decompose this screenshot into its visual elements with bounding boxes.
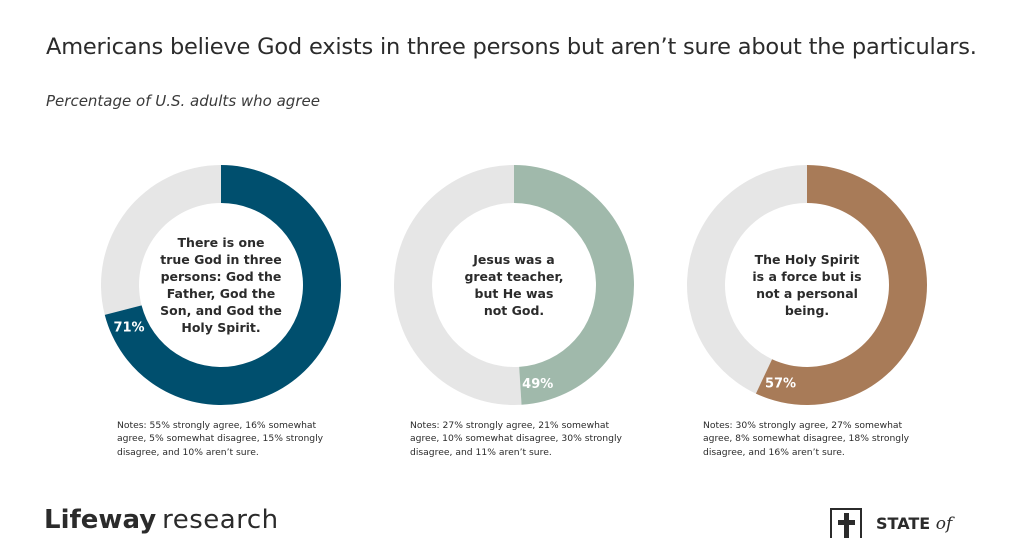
center-statement-line: being. (784, 303, 830, 318)
donut-chart-trinity: 71% There is one true God in three persons:… (96, 160, 346, 410)
state-logo-text: STATE of (876, 514, 952, 534)
donut-value-label-jesus-teacher: 49% (522, 377, 553, 392)
center-statement-line: not a personal (756, 286, 858, 301)
donut-chart-jesus-teacher: 49% Jesus was a great teacher, but He was no… (389, 160, 639, 410)
chart-note-jesus-teacher: Notes: 27% strongly agree, 21% somewhat … (410, 420, 622, 458)
donut-remainder-slice-trinity (100, 165, 221, 315)
center-statement-line: Jesus was a (473, 252, 555, 267)
donut-value-slice-jesus-teacher (514, 165, 635, 405)
donut-svg: 57% (687, 164, 927, 405)
donut-value-label-holy-spirit-force: 57% (765, 376, 796, 391)
center-statement-line: Son, and God the (160, 303, 282, 318)
donut-center-statement-jesus-teacher: Jesus was a great teacher, but He was not G… (452, 251, 576, 319)
cross-icon (830, 508, 862, 538)
donut-center-statement-trinity: There is one true God in three persons: Go… (159, 234, 283, 336)
donut-value-slice-holy-spirit-force (755, 165, 927, 405)
center-statement-line: great teacher, (464, 269, 564, 284)
donut-value-label-trinity: 71% (113, 321, 144, 336)
center-statement-line: true God in three (160, 252, 282, 267)
center-statement-line: The Holy Spirit (754, 252, 860, 267)
center-statement-line: but He was (474, 286, 554, 301)
donut-svg: 49% (394, 165, 635, 405)
donut-center-statement-holy-spirit-force: The Holy Spirit is a force but is not a pe… (745, 251, 869, 319)
center-statement-line: Holy Spirit. (181, 320, 261, 335)
center-statement-line: There is one (177, 235, 265, 250)
chart-note-trinity: Notes: 55% strongly agree, 16% somewhat … (117, 420, 324, 458)
brand-name-light: research (162, 505, 279, 535)
center-statement-line: persons: God the (160, 269, 282, 284)
brand-name-bold: Lifeway (44, 505, 157, 535)
donut-value-slice-trinity (104, 165, 341, 405)
chart-note-holy-spirit-force: Notes: 30% strongly agree, 27% somewhat … (703, 420, 910, 458)
donut-remainder-slice-holy-spirit-force (687, 164, 807, 394)
page-subtitle: Percentage of U.S. adults who agree (46, 92, 320, 110)
page-title: Americans believe God exists in three pe… (46, 34, 977, 60)
state-logo-of: of (935, 514, 953, 534)
donut-chart-holy-spirit-force: 57% The Holy Spirit is a force but is not a… (682, 160, 932, 410)
center-statement-line: Father, God the (166, 286, 276, 301)
center-statement-line: not God. (483, 303, 545, 318)
lifeway-research-logo: Lifeway research (44, 505, 279, 535)
state-logo-word: STATE (876, 514, 931, 533)
state-of-theology-logo: STATE of (830, 508, 952, 538)
donut-remainder-slice-jesus-teacher (394, 165, 522, 405)
donut-svg: 71% (100, 165, 341, 405)
center-statement-line: is a force but is (752, 269, 862, 284)
